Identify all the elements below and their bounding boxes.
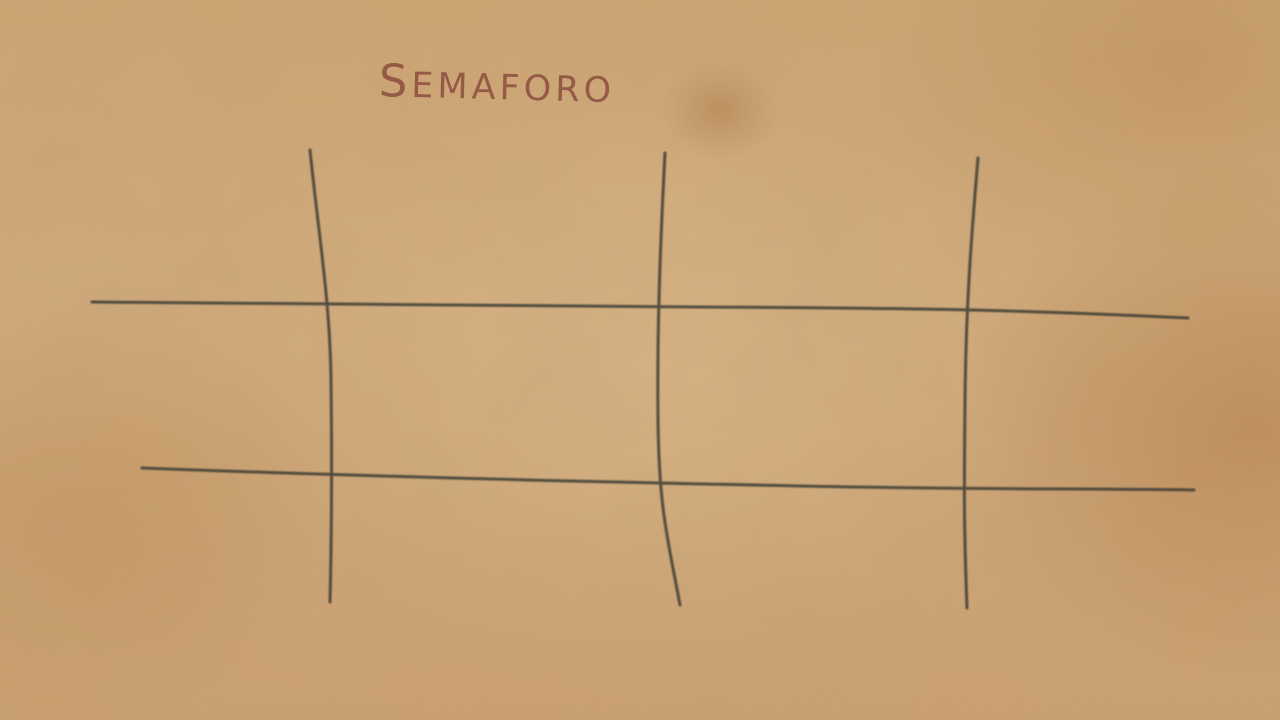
- grid-cell-r1-c1[interactable]: [333, 310, 655, 475]
- grid-cell-r2-c1[interactable]: [333, 480, 659, 602]
- grid-cell-r2-c3[interactable]: [968, 492, 1194, 608]
- grid-cell-r2-c2[interactable]: [664, 488, 964, 605]
- grid-cell-r1-c2[interactable]: [661, 310, 963, 482]
- grid-line-vertical-right: [962, 156, 980, 610]
- grid-line-horizontal-bottom: [140, 466, 1196, 492]
- grid-cell-r1-c3[interactable]: [968, 314, 1190, 486]
- grid-line-horizontal-top: [90, 300, 1190, 320]
- grid-line-vertical-middle: [656, 151, 682, 607]
- grid-line-vertical-left: [308, 148, 334, 604]
